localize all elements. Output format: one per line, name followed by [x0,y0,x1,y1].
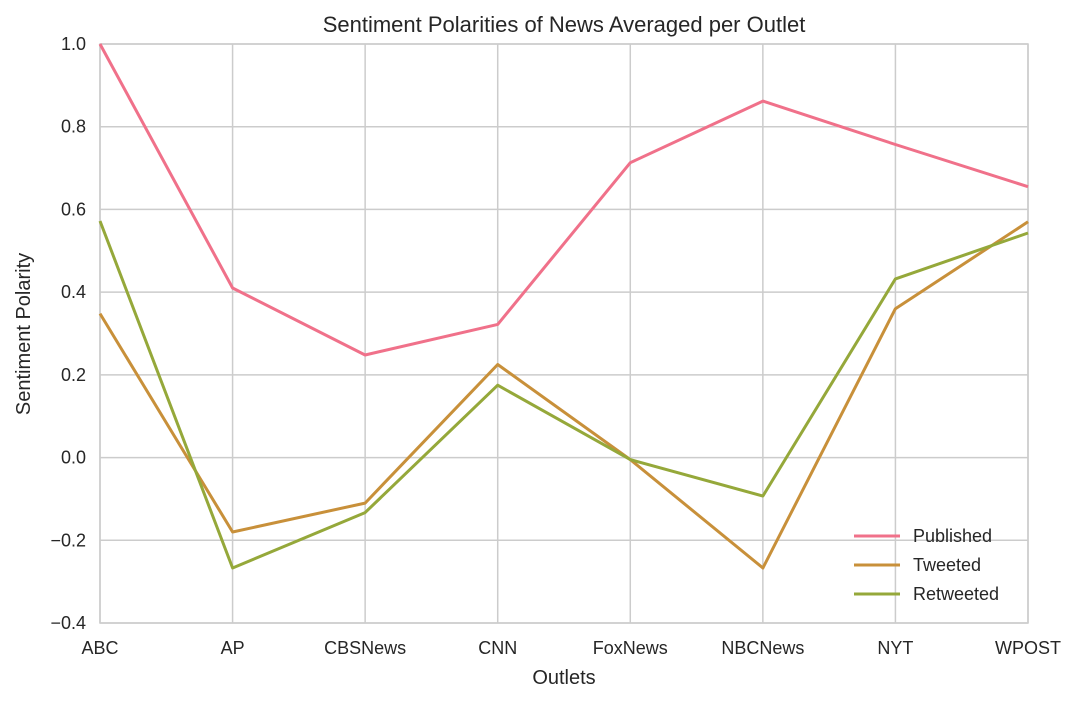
legend-label-tweeted: Tweeted [913,555,981,575]
plot-frame [99,43,1029,624]
x-tick-label: FoxNews [593,638,668,658]
series-group [98,43,1029,570]
x-tick-label: WPOST [995,638,1061,658]
series-line-tweeted [98,220,1029,570]
y-tick-label: 1.0 [61,34,86,54]
legend-label-retweeted: Retweeted [913,584,999,604]
series-line-retweeted [98,220,1029,570]
y-tick-label: 0.2 [61,365,86,385]
chart-title: Sentiment Polarities of News Averaged pe… [323,12,806,37]
x-tick-label: AP [221,638,245,658]
x-tick-label: NBCNews [721,638,804,658]
x-tick-label: ABC [81,638,118,658]
grid [99,43,1029,624]
x-tick-label: CBSNews [324,638,406,658]
x-tick-label: NYT [877,638,913,658]
x-axis-title: Outlets [532,667,595,689]
y-tick-label: −0.4 [50,613,86,633]
x-tick-label: CNN [478,638,517,658]
y-tick-label: 0.4 [61,282,86,302]
legend-label-published: Published [913,526,992,546]
x-tick-labels: ABC AP CBSNews CNN FoxNews NBCNews NYT WPOST [81,638,1061,658]
y-tick-label: −0.2 [50,530,86,550]
y-tick-label: 0.6 [61,199,86,219]
y-tick-label: 0.8 [61,117,86,137]
y-tick-labels: −0.4 −0.2 0.0 0.2 0.4 0.6 0.8 1.0 [50,34,86,633]
y-axis-title: Sentiment Polarity [13,253,35,415]
series-line-published [98,43,1029,357]
legend: Published Tweeted Retweeted [854,526,999,604]
y-tick-label: 0.0 [61,448,86,468]
